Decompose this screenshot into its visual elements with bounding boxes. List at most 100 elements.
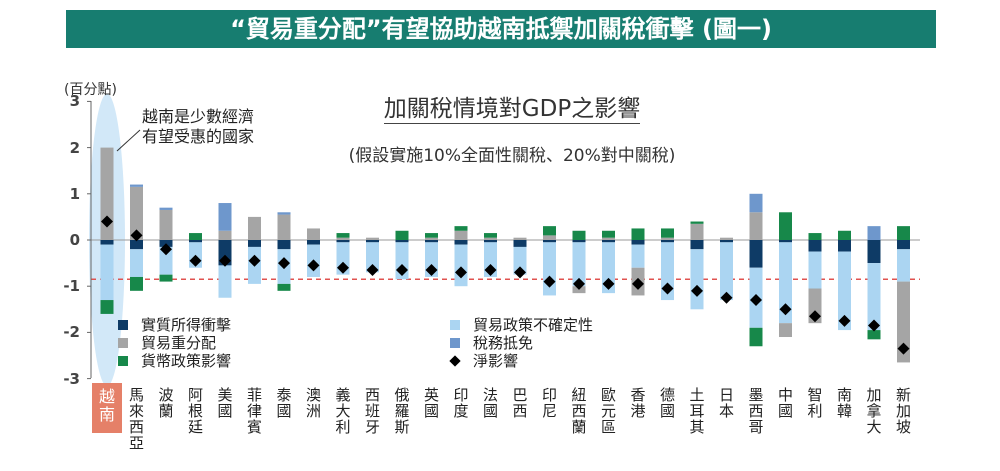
bar-segment	[130, 240, 143, 250]
bar-segment	[661, 240, 674, 243]
net-impact-marker	[573, 277, 585, 290]
net-impact-marker	[691, 284, 703, 297]
x-axis-label: 香港	[630, 386, 646, 420]
bar-segment	[838, 230, 851, 240]
y-tick-label: -2	[63, 323, 80, 342]
bar-segment	[277, 240, 291, 250]
bar-segment	[631, 244, 645, 268]
legend-item-tax-credit: 稅務抵免	[450, 334, 533, 352]
bar-segment	[779, 323, 792, 338]
net-impact-marker	[366, 264, 379, 277]
bar-segment	[720, 242, 733, 301]
bar-segment	[602, 230, 615, 238]
net-impact-marker	[130, 229, 143, 242]
legend-label: 貿易政策不確定性	[473, 316, 594, 334]
chart-title-text: 加關稅情境對GDP之影響	[383, 96, 641, 124]
y-axis-unit-label: (百分點)	[64, 82, 117, 98]
net-impact-marker	[543, 275, 556, 288]
bar-segment	[867, 226, 881, 240]
bar-segment	[897, 240, 910, 250]
net-impact-marker	[189, 254, 202, 267]
bar-segment	[543, 235, 556, 240]
y-tick-label: 3	[69, 92, 80, 111]
bar-segment	[100, 147, 114, 240]
x-axis-label: 泰國	[276, 386, 292, 420]
bar-segment	[484, 240, 497, 243]
bar-segment	[720, 237, 733, 240]
legend-swatch	[450, 320, 460, 330]
bar-segment	[749, 212, 763, 240]
bar-segment	[661, 242, 674, 301]
bar-segment	[189, 240, 202, 243]
bar-segment	[159, 209, 173, 240]
bar-segment	[100, 240, 114, 245]
x-axis-label: 俄羅斯	[394, 386, 410, 436]
bar-segment	[838, 251, 851, 331]
net-impact-marker	[661, 282, 674, 295]
bar-segment	[218, 265, 232, 298]
bar-segment	[867, 240, 881, 264]
legend-label: 稅務抵免	[473, 334, 534, 352]
x-axis-label: 日本	[718, 386, 734, 420]
net-impact-marker	[632, 277, 644, 290]
net-impact-markers	[101, 215, 910, 355]
bar-segment	[631, 228, 645, 240]
x-axis-label: 智利	[807, 386, 823, 420]
bar-segment	[454, 244, 468, 287]
bar-segment	[631, 240, 645, 245]
legend-swatch	[118, 338, 128, 348]
bar-segment	[690, 221, 704, 224]
bar-segment	[661, 228, 674, 238]
annotation-line-2: 有望受惠的國家	[142, 127, 255, 146]
bar-segment	[130, 249, 143, 277]
bar-segment	[808, 251, 822, 289]
bar-segment	[779, 212, 792, 240]
chart-title: 加關稅情境對GDP之影響	[290, 89, 734, 124]
bar-segment	[749, 193, 763, 213]
bar-segment	[366, 240, 379, 243]
x-axis-label: 加拿大	[866, 386, 882, 436]
annotation-leader-line	[116, 129, 141, 152]
legend-swatch	[118, 356, 128, 366]
legend-label: 實質所得衝擊	[141, 316, 232, 334]
net-impact-marker	[337, 261, 349, 274]
legend-item-policy-uncertainty: 貿易政策不確定性	[450, 316, 593, 334]
bar-segment	[454, 226, 468, 231]
bar-segment	[248, 240, 261, 247]
x-axis-label: 印尼	[541, 386, 557, 420]
x-axis-label: 德國	[659, 386, 675, 420]
x-axis-label: 土耳其	[689, 386, 705, 436]
bar-segment	[159, 246, 173, 275]
x-axis-label: 中國	[777, 386, 793, 420]
bar-segment	[572, 242, 586, 287]
x-axis-label: 英國	[423, 386, 439, 420]
bar-segment	[307, 240, 320, 245]
net-impact-marker	[396, 264, 408, 277]
bar-segment	[602, 242, 615, 294]
x-axis-label: 法國	[482, 386, 498, 420]
x-axis-label: 越南	[92, 383, 122, 433]
legend-item-trade-redistribution: 貿易重分配	[118, 334, 216, 352]
x-axis-label: 西班牙	[364, 386, 380, 436]
x-axis-label: 波蘭	[158, 386, 174, 420]
bar-segment	[513, 246, 527, 275]
bar-segment	[897, 249, 910, 282]
legend-item-net-impact: 淨影響	[449, 352, 519, 370]
bar-segment	[277, 283, 291, 291]
bar-segment	[720, 240, 733, 243]
bar-segment	[513, 237, 527, 240]
y-tick-marks	[87, 100, 91, 380]
net-impact-marker	[838, 314, 851, 327]
bar-segment	[808, 233, 822, 240]
bar-segment	[130, 186, 143, 240]
bar-segment	[100, 244, 114, 301]
bar-segment	[307, 228, 320, 240]
bar-segment	[661, 237, 674, 240]
legend-swatch	[450, 338, 460, 348]
legend-label: 貿易重分配	[141, 334, 217, 352]
x-axis-label: 印度	[453, 386, 469, 420]
net-impact-marker	[750, 294, 762, 307]
legend-label: 淨影響	[473, 352, 519, 370]
legend-item-monetary-policy: 貨幣政策影響	[118, 352, 231, 370]
